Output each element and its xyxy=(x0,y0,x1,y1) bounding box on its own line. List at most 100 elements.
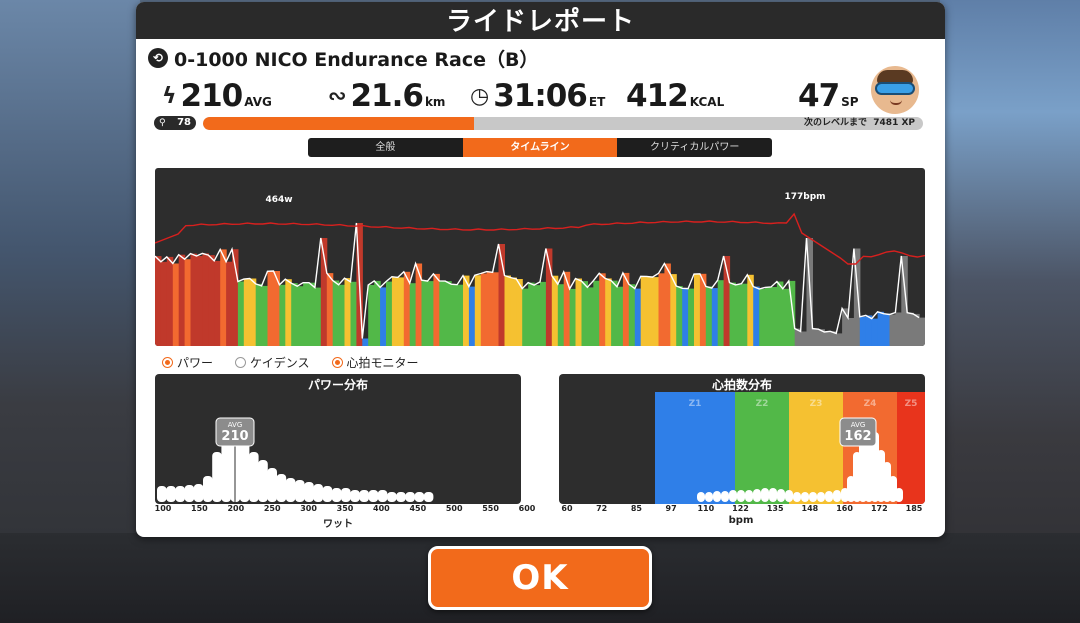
power-bar xyxy=(463,275,470,346)
power-bar xyxy=(303,282,310,346)
power-bar xyxy=(551,275,559,346)
hr-zone-label: Z2 xyxy=(756,399,769,409)
power-bar xyxy=(208,255,215,346)
legend-power[interactable]: パワー xyxy=(162,354,213,371)
power-bar xyxy=(528,282,535,346)
power-bar xyxy=(297,286,304,346)
power-bar xyxy=(320,238,328,346)
power-bar xyxy=(314,287,322,346)
power-bar xyxy=(741,283,748,346)
tab-overview[interactable]: 全般 xyxy=(375,142,396,153)
power-bar xyxy=(622,272,630,346)
power-bar xyxy=(563,271,571,346)
peak-power-label: 464w xyxy=(265,195,292,205)
hr-avg-label: AVG xyxy=(851,421,866,429)
power-axis-tick: 250 xyxy=(263,504,281,513)
power-bar xyxy=(545,248,553,346)
hr-zone-2 xyxy=(735,392,789,504)
power-hist-bar xyxy=(249,452,259,502)
calories-value: 412 xyxy=(626,78,689,114)
avg-power-stat: ϟ 210 AVG xyxy=(162,76,272,112)
power-hist-bar xyxy=(368,490,379,502)
power-bar xyxy=(788,280,796,346)
ok-button[interactable]: OK xyxy=(428,546,652,610)
power-bar xyxy=(498,244,505,346)
hr-hist-bar xyxy=(721,491,729,502)
hr-axis-tick: 160 xyxy=(836,504,853,513)
tab-critical-power[interactable]: クリティカルパワー xyxy=(649,142,740,153)
hr-hist-bar xyxy=(737,490,745,502)
power-hist-bar xyxy=(377,490,388,502)
power-hist-bar xyxy=(423,492,434,502)
next-level-text: 次のレベルまで 7481 XP xyxy=(803,118,915,128)
hr-zone-label: Z4 xyxy=(864,399,877,409)
power-bar xyxy=(237,281,245,346)
avg-power-unit: AVG xyxy=(244,95,272,109)
power-bar xyxy=(812,328,819,346)
power-axis-tick: 450 xyxy=(409,504,427,513)
power-bar xyxy=(409,283,417,346)
power-bar xyxy=(569,288,577,346)
power-bar xyxy=(664,263,671,346)
hr-hist-bar xyxy=(777,489,785,502)
power-bar xyxy=(172,263,180,346)
power-bar xyxy=(421,280,428,346)
avg-power-value: 210 xyxy=(180,78,244,114)
power-bar xyxy=(640,276,648,346)
power-bar xyxy=(889,314,896,346)
legend-heart-rate[interactable]: 心拍モニター xyxy=(331,354,419,371)
hr-axis-tick: 122 xyxy=(732,504,749,513)
power-bar xyxy=(599,273,606,346)
power-bar xyxy=(794,328,802,346)
power-bar xyxy=(883,313,890,346)
power-hist-bar xyxy=(304,482,314,502)
sp-stat: 47 SP xyxy=(798,76,859,112)
level-progress: ⚲ 78 次のレベルまで 7481 XP xyxy=(154,115,926,131)
level-value: 78 xyxy=(177,117,191,128)
hr-hist-bar xyxy=(895,488,903,502)
hr-zone-label: Z3 xyxy=(810,399,823,409)
power-bar xyxy=(362,338,369,346)
hr-zone-1 xyxy=(655,392,735,504)
power-hist-bar xyxy=(322,486,333,502)
calories-unit: KCAL xyxy=(689,95,725,109)
hr-axis-tick: 172 xyxy=(870,504,888,513)
tab-timeline[interactable]: タイムライン xyxy=(462,138,618,157)
hr-zone-label: Z1 xyxy=(689,399,702,409)
distance-value: 21.6 xyxy=(350,78,423,114)
power-axis-tick: 150 xyxy=(191,504,208,513)
hr-axis-tick: 148 xyxy=(801,504,819,513)
peak-hr-label: 177bpm xyxy=(784,192,825,202)
power-hist-bar xyxy=(203,476,213,502)
power-avg-label: AVG xyxy=(228,421,243,429)
power-bar xyxy=(510,277,517,346)
power-bar xyxy=(380,287,387,346)
hr-hist-bar xyxy=(793,492,801,502)
power-bar xyxy=(468,286,476,346)
power-bar xyxy=(196,256,203,346)
power-bar xyxy=(492,272,500,346)
power-bar xyxy=(190,253,197,346)
power-bar xyxy=(457,284,464,346)
power-bar xyxy=(166,256,174,346)
hr-avg-value: 162 xyxy=(844,429,871,444)
level-bar: 次のレベルまで 7481 XP xyxy=(203,117,923,130)
sp-value: 47 xyxy=(798,78,840,114)
legend: パワー ケイデンス 心拍モニター xyxy=(162,354,441,371)
power-bar xyxy=(699,273,707,346)
clock-icon: ◷ xyxy=(470,84,490,109)
hr-hist-bar xyxy=(801,492,809,502)
power-axis-tick: 600 xyxy=(518,504,536,513)
hr-hist-bar xyxy=(809,492,817,502)
hr-histogram: 心拍数分布 Z1 Z2 Z3 Z4 Z5 AVG 162 xyxy=(559,374,925,504)
power-bar xyxy=(557,284,565,346)
power-bar xyxy=(427,281,434,346)
hr-axis-tick: 135 xyxy=(766,504,784,513)
power-bar xyxy=(534,285,541,346)
power-bar xyxy=(895,312,902,346)
power-hist-bar xyxy=(331,488,342,502)
power-axis-tick: 100 xyxy=(154,504,172,513)
power-axis-tick: 300 xyxy=(300,504,317,513)
legend-cadence[interactable]: ケイデンス xyxy=(235,354,310,371)
background-right xyxy=(940,0,1080,623)
